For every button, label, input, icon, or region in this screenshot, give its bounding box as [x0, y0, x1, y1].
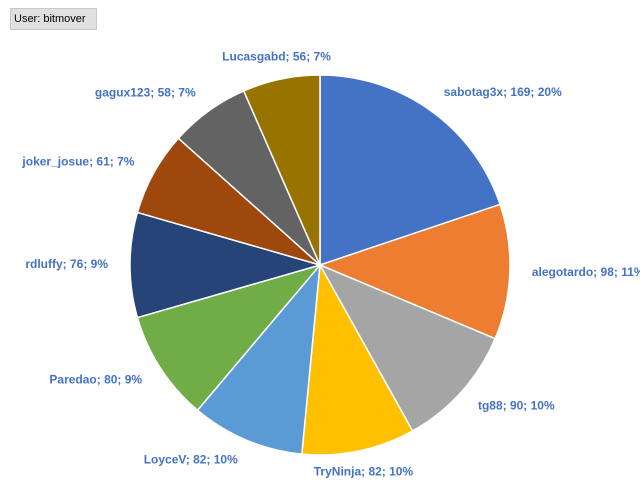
data-label: Lucasgabd; 56; 7% [222, 50, 331, 64]
pie-slice [136, 263, 323, 412]
data-label: tg88; 90; 10% [478, 399, 555, 413]
pie-slice [129, 211, 323, 319]
data-label: joker_josue; 61; 7% [21, 155, 134, 169]
pie-slice [318, 263, 497, 432]
pie-slice [319, 74, 502, 267]
data-label: gagux123; 58; 7% [95, 85, 196, 99]
data-label: LoyceV; 82; 10% [144, 453, 238, 467]
user-button[interactable]: User: bitmover [10, 8, 97, 30]
data-label: Paredao; 80; 9% [49, 373, 142, 387]
pie-slice [317, 203, 511, 340]
data-label: TryNinja; 82; 10% [314, 465, 414, 479]
pie-slice [300, 262, 414, 456]
data-label: rdluffy; 76; 9% [25, 257, 108, 271]
data-label: alegotardo; 98; 11% [532, 265, 640, 279]
data-label: sabotag3x; 169; 20% [444, 85, 562, 99]
pie-slice [196, 262, 321, 455]
pie-slice [242, 74, 321, 266]
